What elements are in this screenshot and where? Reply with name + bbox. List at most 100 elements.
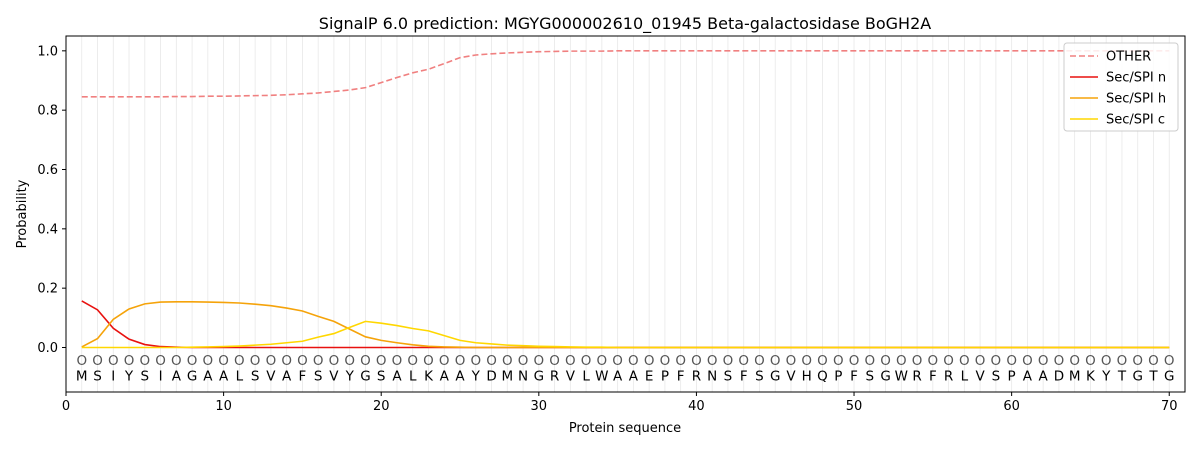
predicted-label: O [565,353,576,369]
predicted-label: O [896,353,907,369]
legend-label: Sec/SPI c [1106,113,1165,128]
x-axis-ticks: 0 10 20 30 40 50 60 70 [62,392,1178,414]
predicted-label: O [880,353,891,369]
residue-label: V [266,369,276,385]
y-axis-ticks: 0.0 0.2 0.4 0.6 0.8 1.0 [37,44,66,356]
predicted-label: O [975,353,986,369]
residue-label: A [629,369,639,385]
residue-label: V [786,369,796,385]
predicted-label: O [928,353,939,369]
y-tick-label: 0.8 [37,104,58,119]
predicted-label: O [250,353,261,369]
predicted-label: O [486,353,497,369]
residue-label: W [895,369,908,385]
residue-label: S [865,369,874,385]
residue-label: L [409,369,417,385]
predicted-label: O [1132,353,1143,369]
residue-label: A [219,369,229,385]
legend-box [1063,42,1179,132]
predicted-label: O [439,353,450,369]
sequence-annotation: OMOSOIOYOSOIOAOGOAOAOLOSOVOAOFOSOVOYOGOS… [76,353,1175,385]
residue-label: M [76,369,88,385]
residue-label: I [159,369,163,385]
residue-label: A [1023,369,1033,385]
predicted-label: O [92,353,103,369]
y-axis-title: Probability [15,179,30,248]
x-tick-label: 60 [1003,399,1020,414]
residue-label: A [203,369,213,385]
predicted-label: O [675,353,686,369]
x-tick-label: 30 [531,399,548,414]
x-tick-label: 40 [688,399,705,414]
predicted-label: O [1038,353,1049,369]
residue-label: T [1148,369,1158,385]
residue-label: V [329,369,339,385]
predicted-label: O [817,353,828,369]
predicted-label: O [124,353,135,369]
residue-label: G [1164,369,1174,385]
predicted-label: O [344,353,355,369]
predicted-label: O [549,353,560,369]
residue-label: S [251,369,260,385]
series-line [81,301,1170,349]
predicted-label: O [360,353,371,369]
residue-label: A [392,369,402,385]
predicted-label: O [707,353,718,369]
predicted-label: O [376,353,387,369]
predicted-label: O [76,353,87,369]
predicted-label: O [518,353,529,369]
residue-label: L [236,369,244,385]
x-axis-title: Protein sequence [569,421,681,436]
predicted-label: O [770,353,781,369]
residue-grid [81,36,1170,392]
predicted-label: O [407,353,418,369]
residue-label: V [975,369,985,385]
residue-label: R [912,369,921,385]
residue-label: T [1117,369,1127,385]
predicted-label: O [991,353,1002,369]
predicted-label: O [754,353,765,369]
predicted-label: O [597,353,608,369]
predicted-label: O [533,353,544,369]
residue-label: Y [345,369,355,385]
y-tick-label: 0.4 [37,222,58,237]
predicted-label: O [502,353,513,369]
legend-label: OTHER [1106,50,1151,65]
residue-label: A [455,369,465,385]
residue-label: M [501,369,513,385]
predicted-label: O [234,353,245,369]
predicted-label: O [1054,353,1065,369]
predicted-label: O [171,353,182,369]
x-tick-label: 20 [373,399,390,414]
residue-label: F [850,369,858,385]
predicted-label: O [864,353,875,369]
residue-label: L [582,369,590,385]
residue-label: G [534,369,544,385]
predicted-label: O [644,353,655,369]
residue-label: F [740,369,748,385]
residue-label: S [755,369,764,385]
predicted-label: O [1069,353,1080,369]
x-tick-label: 0 [62,399,70,414]
predicted-label: O [1101,353,1112,369]
residue-label: R [550,369,559,385]
predicted-label: O [1022,353,1033,369]
residue-label: L [961,369,969,385]
residue-label: G [1132,369,1142,385]
predicted-label: O [139,353,150,369]
legend-label: Sec/SPI n [1106,71,1166,86]
residue-label: W [595,369,608,385]
predicted-label: O [329,353,340,369]
predicted-label: O [738,353,749,369]
predicted-label: O [660,353,671,369]
residue-label: S [377,369,386,385]
residue-label: H [802,369,812,385]
residue-label: S [992,369,1001,385]
residue-label: E [645,369,654,385]
predicted-label: O [313,353,324,369]
predicted-label: O [155,353,166,369]
residue-label: A [282,369,292,385]
x-tick-label: 50 [846,399,863,414]
residue-label: Y [1101,369,1111,385]
